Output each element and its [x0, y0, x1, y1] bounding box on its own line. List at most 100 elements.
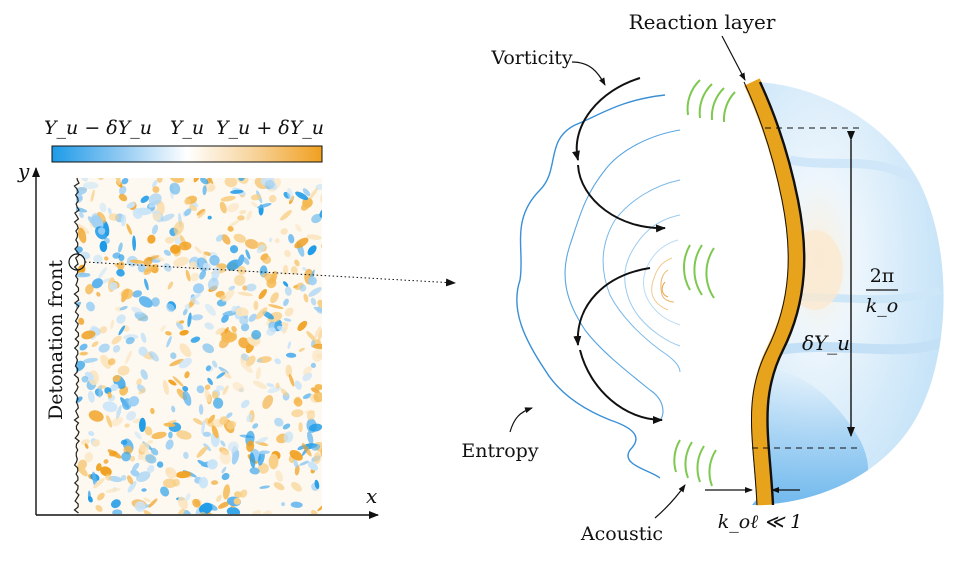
- noise-blob: [253, 300, 259, 311]
- noise-blob: [249, 452, 256, 469]
- noise-blob: [310, 297, 317, 306]
- noise-blob: [119, 305, 128, 311]
- noise-blob: [246, 210, 253, 221]
- wavelength-numerator: 2π: [870, 265, 895, 287]
- noise-blob: [81, 330, 96, 340]
- noise-blob: [308, 287, 322, 297]
- noise-blob: [216, 385, 225, 391]
- noise-blob: [221, 472, 230, 481]
- noise-blob: [308, 276, 317, 286]
- noise-blob: [303, 366, 312, 375]
- noise-blob: [138, 388, 146, 395]
- noise-blob: [205, 303, 216, 316]
- noise-blob: [138, 417, 146, 432]
- noise-blob: [244, 239, 259, 249]
- noise-blob: [293, 397, 303, 407]
- noise-blob: [97, 211, 106, 224]
- noise-blob: [309, 187, 318, 200]
- noise-blob: [194, 246, 202, 254]
- noise-blob: [268, 237, 273, 243]
- noise-blob: [282, 264, 289, 276]
- noise-blob: [131, 462, 140, 472]
- noise-blob: [313, 391, 322, 403]
- noise-blob: [90, 189, 95, 203]
- noise-blob: [146, 465, 155, 474]
- colorbar-label-high: Y_u + δY_u: [216, 117, 324, 139]
- noise-blob: [173, 221, 185, 235]
- noise-blob: [87, 390, 95, 403]
- noise-blob: [123, 334, 139, 340]
- noise-blob: [141, 488, 147, 492]
- noise-blob: [150, 407, 155, 415]
- noise-blob: [250, 201, 258, 208]
- noise-blob: [242, 257, 250, 265]
- noise-blob: [281, 502, 286, 507]
- noise-blob: [310, 509, 318, 514]
- noise-blob: [124, 423, 130, 428]
- noise-blob: [291, 409, 304, 418]
- noise-blob: [81, 375, 89, 383]
- noise-blob: [100, 354, 112, 369]
- noise-blob: [179, 329, 189, 336]
- noise-blob: [115, 410, 122, 414]
- noise-blob: [99, 240, 108, 253]
- noise-blob: [266, 383, 275, 388]
- noise-blob: [314, 384, 322, 390]
- noise-blob: [298, 347, 305, 352]
- noise-blob: [176, 430, 192, 440]
- noise-blob: [257, 450, 265, 466]
- noise-blob: [163, 263, 172, 272]
- noise-blob: [152, 186, 160, 193]
- noise-blob: [224, 326, 229, 334]
- noise-blob: [219, 295, 227, 300]
- noise-blob: [257, 463, 269, 474]
- noise-blob: [209, 255, 220, 266]
- acoustic-label: Acoustic: [580, 523, 663, 545]
- noise-blob: [187, 312, 192, 328]
- noise-blob: [82, 181, 99, 190]
- noise-blob: [293, 459, 299, 468]
- noise-blob: [284, 286, 292, 296]
- noise-blob: [302, 393, 312, 399]
- vorticity-label: Vorticity: [490, 47, 573, 69]
- noise-blob: [125, 337, 135, 345]
- noise-blob: [193, 178, 202, 183]
- noise-blob: [239, 210, 247, 215]
- noise-blob: [98, 343, 110, 353]
- noise-blob: [143, 256, 153, 267]
- noise-blob: [172, 478, 180, 487]
- noise-blob: [302, 188, 311, 197]
- noise-blob: [290, 501, 303, 508]
- noise-blob: [110, 383, 119, 392]
- noise-blob: [215, 327, 225, 335]
- noise-blob: [237, 265, 247, 275]
- noise-blob: [92, 439, 101, 447]
- noise-blob: [321, 242, 322, 250]
- noise-blob: [165, 331, 172, 336]
- noise-blob: [261, 510, 272, 514]
- noise-blob: [134, 501, 146, 512]
- noise-blob: [280, 228, 288, 235]
- noise-blob: [280, 210, 292, 221]
- noise-blob: [130, 469, 140, 477]
- noise-blob: [212, 360, 218, 368]
- noise-blob: [212, 397, 224, 409]
- noise-blob: [190, 272, 200, 282]
- noise-blob: [221, 289, 235, 302]
- noise-blob: [165, 467, 177, 479]
- noise-blob: [120, 475, 127, 481]
- noise-blob: [79, 351, 88, 356]
- noise-blob: [134, 311, 149, 322]
- noise-blob: [226, 259, 241, 271]
- noise-blob: [240, 515, 246, 520]
- noise-blob: [275, 470, 283, 482]
- noise-blob: [143, 497, 151, 503]
- noise-blob: [138, 346, 148, 357]
- noise-blob: [283, 318, 292, 322]
- noise-blob: [178, 357, 192, 369]
- noise-blob: [294, 259, 300, 267]
- noise-blob: [126, 411, 137, 421]
- noise-blob: [256, 244, 266, 254]
- noise-blob: [86, 301, 95, 312]
